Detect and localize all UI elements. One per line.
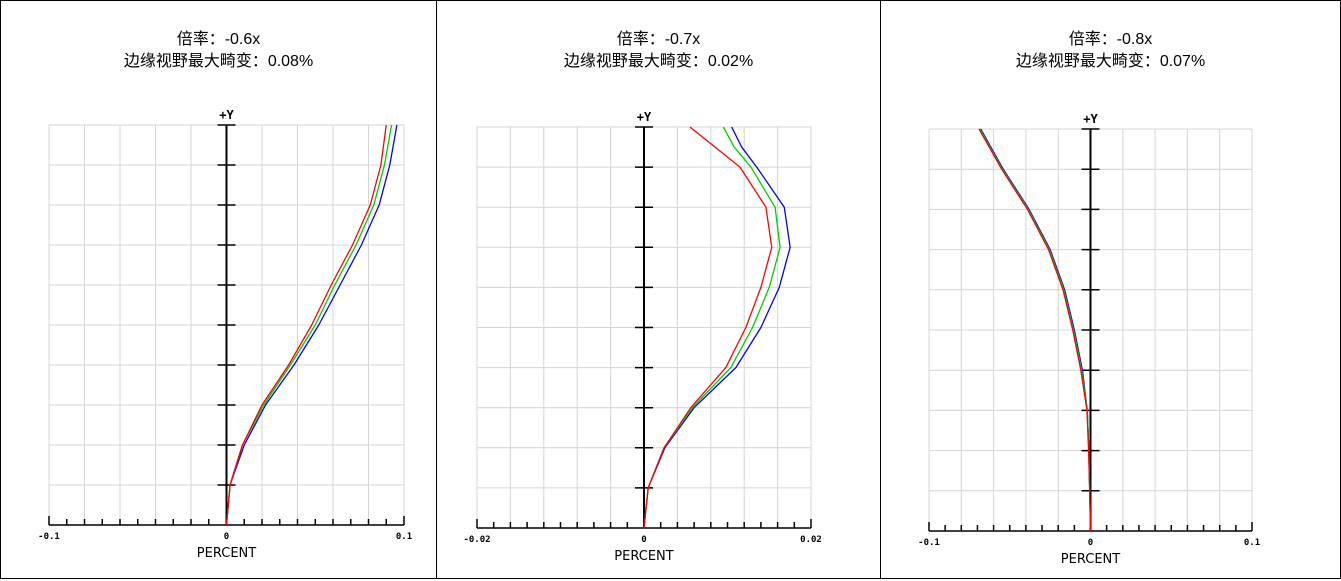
distortion-panel-3: 倍率：-0.8x 边缘视野最大畸变：0.07% -0.1 0 0.1 PERCENT +… [881, 0, 1341, 579]
max-distortion-label: 边缘视野最大畸变：0.02% [563, 53, 754, 70]
panel-title: 倍率：-0.7x 边缘视野最大畸变：0.02% [437, 29, 880, 73]
x-axis-title: PERCENT [614, 549, 673, 564]
x-tick-label: 0.1 [1244, 538, 1260, 548]
series-group [978, 128, 1092, 532]
distortion-plot-3: -0.1 0 0.1 PERCENT +Y [918, 112, 1260, 567]
series-group [225, 124, 398, 526]
x-tick-label: 0 [641, 535, 646, 545]
distortion-plot-2: -0.02 0 0.02 PERCENT +Y [463, 110, 822, 564]
y-axis: +Y [217, 108, 236, 525]
x-tick-label: 0.1 [396, 532, 412, 542]
series-line-3 [643, 126, 773, 529]
x-axis: -0.1 0 0.1 PERCENT [38, 516, 412, 561]
x-tick-label: 0.02 [800, 535, 822, 545]
x-axis: -0.1 0 0.1 PERCENT [918, 522, 1260, 567]
x-tick-label: 0 [224, 532, 229, 542]
series-line-3 [978, 128, 1092, 532]
series-group [643, 126, 791, 529]
distortion-plot-1: -0.1 0 0.1 PERCENT +Y [38, 108, 412, 561]
x-tick-label: -0.02 [463, 535, 490, 545]
y-axis: +Y [635, 110, 653, 528]
y-axis-title: +Y [219, 108, 234, 122]
x-tick-label: 0 [1088, 538, 1093, 548]
panel-title: 倍率：-0.6x 边缘视野最大畸变：0.08% [1, 29, 436, 73]
series-line-1 [643, 126, 791, 529]
series-line-3 [225, 124, 387, 526]
panel-title: 倍率：-0.8x 边缘视野最大畸变：0.07% [881, 29, 1340, 73]
distortion-panel-2: 倍率：-0.7x 边缘视野最大畸变：0.02% -0.02 0 0.02 PERCEN… [437, 0, 881, 579]
y-axis-title: +Y [1083, 112, 1098, 126]
x-axis: -0.02 0 0.02 PERCENT [463, 519, 822, 564]
x-axis-title: PERCENT [197, 546, 256, 561]
x-axis-title: PERCENT [1061, 552, 1120, 567]
max-distortion-label: 边缘视野最大畸变：0.07% [1015, 53, 1206, 70]
magnification-label: 倍率：-0.7x [616, 31, 701, 48]
distortion-panel-1: 倍率：-0.6x 边缘视野最大畸变：0.08% -0.1 0 0.1 PERCENT +… [0, 0, 437, 579]
y-axis: +Y [1081, 112, 1100, 531]
series-line-1 [225, 124, 398, 526]
y-axis-title: +Y [637, 110, 652, 124]
magnification-label: 倍率：-0.6x [176, 31, 261, 48]
max-distortion-label: 边缘视野最大畸变：0.08% [123, 53, 314, 70]
x-tick-label: -0.1 [918, 538, 940, 548]
magnification-label: 倍率：-0.8x [1068, 31, 1153, 48]
x-tick-label: -0.1 [38, 532, 60, 542]
